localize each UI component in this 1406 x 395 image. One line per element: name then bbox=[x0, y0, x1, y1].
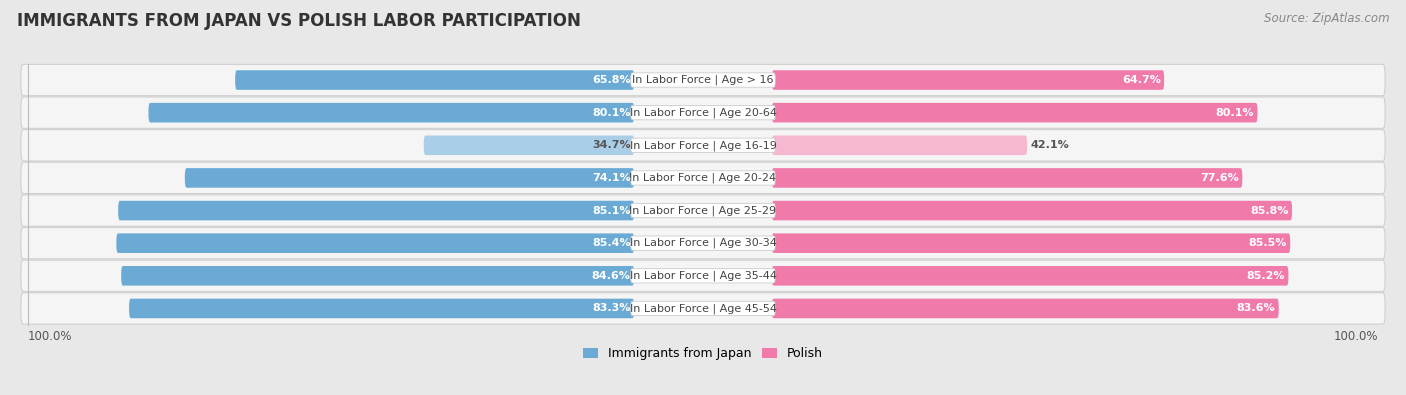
Text: In Labor Force | Age 45-54: In Labor Force | Age 45-54 bbox=[630, 303, 776, 314]
FancyBboxPatch shape bbox=[772, 201, 1292, 220]
FancyBboxPatch shape bbox=[21, 228, 1385, 259]
FancyBboxPatch shape bbox=[235, 70, 634, 90]
FancyBboxPatch shape bbox=[21, 195, 1385, 226]
FancyBboxPatch shape bbox=[631, 105, 775, 120]
Text: 80.1%: 80.1% bbox=[592, 108, 631, 118]
FancyBboxPatch shape bbox=[631, 138, 775, 152]
Text: In Labor Force | Age 20-24: In Labor Force | Age 20-24 bbox=[630, 173, 776, 183]
Text: In Labor Force | Age 16-19: In Labor Force | Age 16-19 bbox=[630, 140, 776, 150]
Text: 74.1%: 74.1% bbox=[592, 173, 631, 183]
FancyBboxPatch shape bbox=[772, 168, 1243, 188]
FancyBboxPatch shape bbox=[129, 299, 634, 318]
Text: 65.8%: 65.8% bbox=[592, 75, 631, 85]
FancyBboxPatch shape bbox=[631, 301, 775, 316]
FancyBboxPatch shape bbox=[772, 70, 1164, 90]
Text: 80.1%: 80.1% bbox=[1216, 108, 1254, 118]
Text: 85.8%: 85.8% bbox=[1250, 205, 1289, 216]
FancyBboxPatch shape bbox=[184, 168, 634, 188]
Text: 42.1%: 42.1% bbox=[1031, 140, 1070, 150]
FancyBboxPatch shape bbox=[21, 260, 1385, 292]
FancyBboxPatch shape bbox=[21, 97, 1385, 128]
FancyBboxPatch shape bbox=[772, 266, 1288, 286]
Text: 85.4%: 85.4% bbox=[592, 238, 631, 248]
FancyBboxPatch shape bbox=[21, 130, 1385, 161]
Text: In Labor Force | Age 20-64: In Labor Force | Age 20-64 bbox=[630, 107, 776, 118]
Text: 83.3%: 83.3% bbox=[592, 303, 631, 314]
FancyBboxPatch shape bbox=[631, 73, 775, 87]
FancyBboxPatch shape bbox=[631, 269, 775, 283]
Text: In Labor Force | Age > 16: In Labor Force | Age > 16 bbox=[633, 75, 773, 85]
Text: In Labor Force | Age 30-34: In Labor Force | Age 30-34 bbox=[630, 238, 776, 248]
Text: Source: ZipAtlas.com: Source: ZipAtlas.com bbox=[1264, 12, 1389, 25]
FancyBboxPatch shape bbox=[149, 103, 634, 122]
Text: 100.0%: 100.0% bbox=[1334, 330, 1378, 343]
FancyBboxPatch shape bbox=[117, 233, 634, 253]
Text: In Labor Force | Age 35-44: In Labor Force | Age 35-44 bbox=[630, 271, 776, 281]
FancyBboxPatch shape bbox=[21, 293, 1385, 324]
FancyBboxPatch shape bbox=[21, 162, 1385, 194]
Text: 64.7%: 64.7% bbox=[1122, 75, 1161, 85]
FancyBboxPatch shape bbox=[772, 233, 1291, 253]
FancyBboxPatch shape bbox=[772, 299, 1278, 318]
Text: 100.0%: 100.0% bbox=[28, 330, 72, 343]
FancyBboxPatch shape bbox=[631, 236, 775, 250]
Text: 34.7%: 34.7% bbox=[592, 140, 631, 150]
Text: 77.6%: 77.6% bbox=[1201, 173, 1239, 183]
FancyBboxPatch shape bbox=[21, 64, 1385, 96]
Text: 85.5%: 85.5% bbox=[1249, 238, 1286, 248]
Text: 85.2%: 85.2% bbox=[1247, 271, 1285, 281]
Text: IMMIGRANTS FROM JAPAN VS POLISH LABOR PARTICIPATION: IMMIGRANTS FROM JAPAN VS POLISH LABOR PA… bbox=[17, 12, 581, 30]
Text: 83.6%: 83.6% bbox=[1237, 303, 1275, 314]
FancyBboxPatch shape bbox=[772, 103, 1257, 122]
FancyBboxPatch shape bbox=[631, 203, 775, 218]
Legend: Immigrants from Japan, Polish: Immigrants from Japan, Polish bbox=[578, 342, 828, 365]
FancyBboxPatch shape bbox=[772, 135, 1028, 155]
FancyBboxPatch shape bbox=[631, 171, 775, 185]
Text: In Labor Force | Age 25-29: In Labor Force | Age 25-29 bbox=[630, 205, 776, 216]
FancyBboxPatch shape bbox=[121, 266, 634, 286]
FancyBboxPatch shape bbox=[423, 135, 634, 155]
Text: 85.1%: 85.1% bbox=[592, 205, 631, 216]
FancyBboxPatch shape bbox=[118, 201, 634, 220]
Text: 84.6%: 84.6% bbox=[592, 271, 631, 281]
